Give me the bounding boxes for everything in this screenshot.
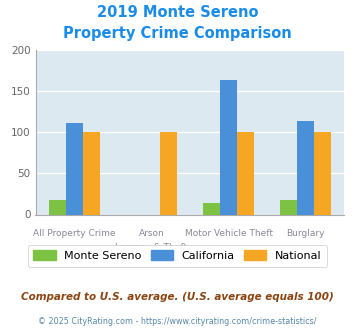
Bar xyxy=(280,200,297,215)
Text: All Property Crime: All Property Crime xyxy=(33,229,115,238)
Text: Larceny & Theft: Larceny & Theft xyxy=(115,243,187,251)
Bar xyxy=(314,132,331,214)
Text: Motor Vehicle Theft: Motor Vehicle Theft xyxy=(185,229,273,238)
Text: 2019 Monte Sereno: 2019 Monte Sereno xyxy=(97,5,258,20)
Bar xyxy=(297,121,314,214)
Bar xyxy=(237,132,254,214)
Text: Arson: Arson xyxy=(138,229,164,238)
Text: © 2025 CityRating.com - https://www.cityrating.com/crime-statistics/: © 2025 CityRating.com - https://www.city… xyxy=(38,317,317,326)
Bar xyxy=(203,203,220,214)
Text: Compared to U.S. average. (U.S. average equals 100): Compared to U.S. average. (U.S. average … xyxy=(21,292,334,302)
Legend: Monte Sereno, California, National: Monte Sereno, California, National xyxy=(28,245,327,267)
Text: Property Crime Comparison: Property Crime Comparison xyxy=(63,26,292,41)
Text: Burglary: Burglary xyxy=(286,229,325,238)
Bar xyxy=(83,132,100,214)
Bar xyxy=(66,123,83,214)
Bar xyxy=(220,80,237,214)
Bar xyxy=(160,132,177,214)
Bar xyxy=(49,201,66,214)
